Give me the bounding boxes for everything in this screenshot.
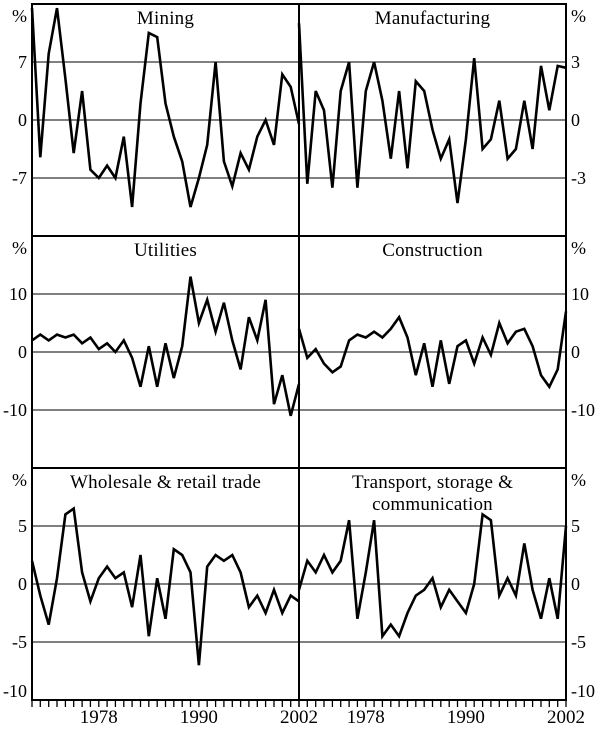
- x-axis-year-label: 2002: [280, 707, 318, 728]
- y-axis-unit-label: %: [571, 238, 586, 258]
- x-axis-year-label: 1978: [346, 707, 385, 728]
- y-axis-tick-label: 0: [18, 342, 27, 362]
- y-axis-tick-label: 10: [9, 284, 27, 304]
- y-axis-tick-label: 0: [571, 110, 580, 130]
- y-axis-unit-label: %: [571, 6, 586, 26]
- y-axis-tick-label: -10: [571, 400, 595, 420]
- chart-title-mining: Mining: [136, 8, 195, 29]
- chart-title-transport-storage-communication: Transport, storage & communication: [351, 472, 514, 515]
- y-axis-unit-label: %: [12, 470, 27, 490]
- y-axis-tick-label: -5: [12, 632, 27, 652]
- y-axis-tick-label: 3: [571, 52, 580, 72]
- y-axis-tick-label: 0: [571, 574, 580, 594]
- y-axis-tick-label: -10: [3, 681, 27, 701]
- y-axis-tick-label: 0: [571, 342, 580, 362]
- y-axis-tick-label: 5: [571, 516, 580, 536]
- chart-title-construction: Construction: [382, 240, 483, 261]
- y-axis-tick-label: 5: [18, 516, 27, 536]
- chart-title-utilities: Utilities: [133, 240, 198, 261]
- y-axis-tick-label: 0: [18, 574, 27, 594]
- y-axis-tick-label: -5: [571, 632, 586, 652]
- x-axis-year-label: 1990: [179, 707, 218, 728]
- y-axis-unit-label: %: [12, 6, 27, 26]
- y-axis-tick-label: 0: [18, 110, 27, 130]
- x-axis-year-label: 1990: [446, 707, 485, 728]
- y-axis-tick-label: 7: [18, 52, 27, 72]
- y-axis-tick-label: -7: [12, 168, 27, 188]
- x-axis-year-label: 1978: [79, 707, 118, 728]
- y-axis-tick-label: 10: [571, 284, 589, 304]
- y-axis-tick-label: -10: [3, 400, 27, 420]
- y-axis-tick-label: -3: [571, 168, 586, 188]
- y-axis-unit-label: %: [12, 238, 27, 258]
- chart-title-wholesale-retail-trade: Wholesale & retail trade: [69, 472, 261, 493]
- y-axis-tick-label: -10: [571, 681, 595, 701]
- y-axis-unit-label: %: [571, 470, 586, 490]
- x-axis-year-label: 2002: [547, 707, 585, 728]
- chart-title-manufacturing: Manufacturing: [374, 8, 491, 29]
